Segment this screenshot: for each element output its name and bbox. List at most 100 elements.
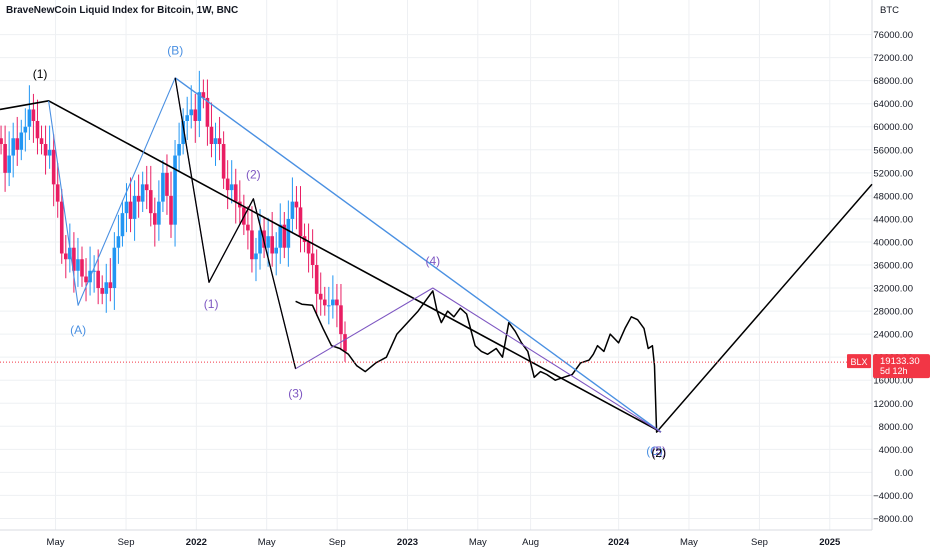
candle-body	[274, 247, 279, 254]
candle-body	[23, 126, 28, 133]
currency-label: BTC	[880, 5, 899, 16]
price-badge-symbol-bg	[847, 354, 871, 369]
y-tick-label: 0.00	[895, 468, 914, 479]
wave-label: (1)	[204, 297, 219, 311]
y-tick-label: 36000.00	[873, 261, 913, 272]
candle-body	[282, 224, 287, 248]
candle-body	[225, 178, 230, 191]
candle-body	[100, 288, 105, 294]
x-tick-label: 2023	[397, 537, 418, 548]
x-tick-label: May	[258, 537, 276, 548]
candle-body	[80, 259, 84, 277]
price-badge-bg	[873, 354, 930, 379]
candle-body	[254, 253, 258, 260]
candle-body	[76, 259, 80, 271]
candle-body	[157, 201, 161, 225]
y-tick-label: 48000.00	[873, 191, 913, 202]
candle-body	[120, 213, 125, 237]
wave-label: (B)	[167, 44, 183, 58]
candle-body	[233, 184, 238, 202]
candle-body	[27, 109, 32, 127]
y-tick-label: 28000.00	[873, 307, 913, 318]
y-tick-label: 76000.00	[873, 30, 913, 41]
candle-body	[140, 184, 145, 202]
y-tick-label: 40000.00	[873, 237, 913, 248]
candle-body	[161, 172, 165, 202]
candle-body	[148, 190, 153, 214]
x-tick-label: Aug	[522, 537, 539, 548]
wave-label: (2)	[246, 168, 261, 182]
candle-body	[132, 195, 137, 219]
candle-body	[310, 253, 315, 265]
candle-body	[286, 218, 291, 248]
candle-body	[318, 293, 323, 300]
candle-body	[181, 120, 185, 145]
candle-body	[173, 155, 177, 225]
y-tick-label: 44000.00	[873, 214, 913, 225]
y-tick-label: 4000.00	[879, 445, 913, 456]
candle-body	[314, 265, 319, 294]
candle-body	[153, 213, 157, 225]
y-tick-label: 32000.00	[873, 284, 913, 295]
price-badge-price: 19133.30	[880, 356, 920, 367]
projected-price-path	[295, 183, 873, 433]
wave-line-black	[174, 77, 297, 369]
y-tick-label: 64000.00	[873, 99, 913, 110]
candle-body	[104, 282, 109, 294]
x-tick-label: Sep	[118, 537, 135, 548]
candle-body	[250, 230, 254, 260]
candle-body	[294, 201, 299, 208]
candle-body	[322, 299, 327, 306]
candle-body	[39, 138, 44, 145]
candle-body	[55, 184, 60, 202]
candle-body	[7, 155, 11, 173]
candle-body	[193, 109, 198, 121]
x-tick-label: Sep	[751, 537, 768, 548]
wave-label: (A)	[70, 323, 86, 337]
candle-body	[270, 236, 274, 254]
wave-line-blue	[48, 77, 176, 306]
wave-label: (3)	[288, 387, 303, 401]
x-tick-label: May	[47, 537, 65, 548]
candle-body	[96, 270, 100, 289]
y-tick-label: 16000.00	[873, 376, 913, 387]
x-tick-label: 2025	[819, 537, 841, 548]
y-tick-label: 56000.00	[873, 145, 913, 156]
candle-body	[343, 334, 347, 352]
candle-body	[331, 299, 335, 306]
candle-body	[68, 247, 72, 260]
candle-body	[112, 247, 117, 289]
candle-body	[229, 184, 234, 191]
wave-label: (2)	[651, 446, 666, 460]
candle-body	[209, 126, 214, 145]
candle-body	[339, 305, 343, 335]
candle-body	[335, 299, 339, 306]
candle-body	[3, 144, 7, 173]
candle-body	[43, 144, 48, 156]
y-tick-label: 12000.00	[873, 399, 913, 410]
candle-body	[246, 224, 250, 231]
y-tick-label: 52000.00	[873, 168, 913, 179]
candle-body	[59, 201, 64, 254]
y-tick-label: −4000.00	[873, 491, 913, 502]
y-tick-label: 24000.00	[873, 330, 913, 341]
candle-body	[306, 241, 311, 254]
y-tick-label: 72000.00	[873, 53, 913, 64]
candle-body	[11, 138, 15, 156]
wave-label: (1)	[33, 67, 48, 81]
candle-body	[169, 195, 173, 225]
candle-body	[201, 92, 206, 98]
candle-body	[189, 109, 194, 116]
candle-body	[266, 236, 270, 248]
wave-label: (C)	[646, 444, 663, 458]
candle-body	[19, 132, 24, 150]
candle-body	[144, 184, 149, 191]
candle-body	[108, 282, 113, 289]
candle-body	[0, 138, 3, 145]
candle-body	[51, 149, 56, 185]
chart-title: BraveNewCoin Liquid Index for Bitcoin, 1…	[6, 5, 239, 16]
candle-body	[31, 109, 36, 121]
candle-body	[84, 276, 88, 283]
